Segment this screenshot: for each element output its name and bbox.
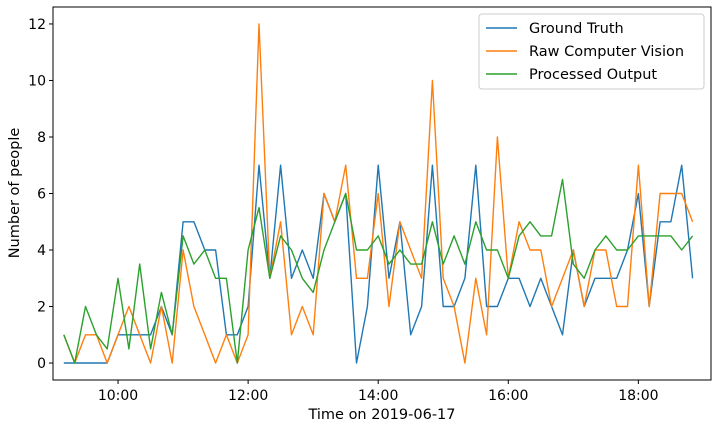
x-tick-label: 18:00 xyxy=(618,388,658,404)
y-axis-label: Number of people xyxy=(7,128,23,259)
x-tick-label: 10:00 xyxy=(98,388,138,404)
series-line-1 xyxy=(63,164,694,364)
legend-label: Ground Truth xyxy=(529,21,624,37)
legend: Ground Truth Raw Computer Vision Processed… xyxy=(478,13,705,90)
series-line-2 xyxy=(63,23,694,364)
y-axis: 0 2 4 6 8 10 12 xyxy=(28,17,53,372)
y-tick-label: 8 xyxy=(37,130,46,146)
y-tick-label: 2 xyxy=(37,300,46,316)
y-tick-label: 12 xyxy=(28,17,46,33)
legend-label: Raw Computer Vision xyxy=(529,44,684,60)
x-tick-label: 14:00 xyxy=(358,388,398,404)
series-line-3 xyxy=(63,178,694,364)
y-tick-label: 6 xyxy=(37,187,46,203)
x-tick-label: 12:00 xyxy=(228,388,268,404)
x-axis-label: Time on 2019-06-17 xyxy=(307,407,455,423)
legend-frame xyxy=(478,13,705,90)
y-tick-label: 4 xyxy=(37,243,46,259)
plot-area xyxy=(63,23,694,364)
legend-label: Processed Output xyxy=(529,67,657,83)
y-tick-label: 10 xyxy=(28,73,46,89)
x-tick-label: 16:00 xyxy=(488,388,528,404)
x-axis: 10:00 12:00 14:00 16:00 18:00 xyxy=(98,380,659,404)
y-tick-label: 0 xyxy=(37,356,46,372)
